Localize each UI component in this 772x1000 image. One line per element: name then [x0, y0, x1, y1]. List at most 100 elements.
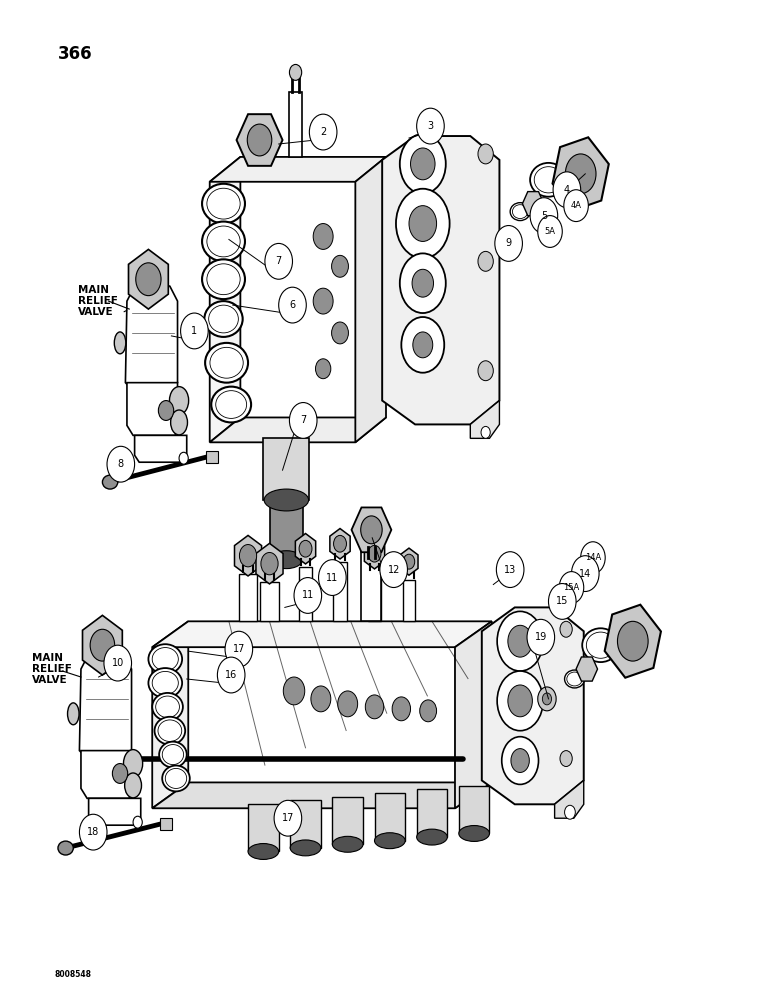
- Ellipse shape: [270, 551, 303, 569]
- Circle shape: [413, 332, 433, 358]
- Bar: [263, 438, 310, 500]
- Text: 14: 14: [579, 569, 591, 579]
- Text: 19: 19: [535, 632, 547, 642]
- Polygon shape: [152, 621, 188, 808]
- Bar: [248, 804, 279, 851]
- Circle shape: [403, 554, 415, 569]
- Circle shape: [365, 695, 384, 719]
- Ellipse shape: [103, 475, 118, 489]
- Circle shape: [420, 700, 437, 722]
- Ellipse shape: [207, 188, 240, 219]
- Circle shape: [261, 552, 278, 575]
- Text: 11: 11: [302, 590, 314, 600]
- Ellipse shape: [205, 301, 242, 337]
- Ellipse shape: [587, 632, 615, 658]
- Circle shape: [400, 253, 445, 313]
- Circle shape: [478, 251, 493, 271]
- Bar: [374, 793, 405, 841]
- Polygon shape: [134, 435, 187, 462]
- Circle shape: [332, 255, 348, 277]
- Polygon shape: [83, 615, 122, 675]
- Text: 8: 8: [118, 459, 124, 469]
- Text: 9: 9: [506, 238, 512, 248]
- Circle shape: [133, 816, 142, 828]
- Polygon shape: [127, 383, 178, 435]
- Circle shape: [290, 403, 317, 438]
- Bar: [299, 567, 313, 621]
- Circle shape: [478, 144, 493, 164]
- Circle shape: [239, 545, 256, 567]
- Text: 4: 4: [564, 185, 570, 195]
- Circle shape: [530, 198, 557, 233]
- Circle shape: [508, 685, 533, 717]
- Polygon shape: [210, 157, 386, 182]
- Circle shape: [218, 657, 245, 693]
- Polygon shape: [351, 507, 391, 552]
- Circle shape: [564, 805, 575, 819]
- Ellipse shape: [210, 347, 243, 378]
- Circle shape: [538, 216, 562, 247]
- Polygon shape: [482, 607, 584, 804]
- Circle shape: [290, 64, 302, 80]
- Text: 11: 11: [327, 573, 338, 583]
- Ellipse shape: [148, 668, 182, 698]
- Text: 15A: 15A: [564, 583, 580, 592]
- Circle shape: [337, 691, 357, 717]
- Circle shape: [247, 124, 272, 156]
- Circle shape: [334, 535, 347, 552]
- Text: 3: 3: [428, 121, 434, 131]
- Polygon shape: [576, 657, 598, 681]
- Circle shape: [225, 631, 252, 667]
- Ellipse shape: [156, 696, 179, 718]
- Ellipse shape: [582, 628, 619, 662]
- Ellipse shape: [564, 670, 584, 688]
- Circle shape: [560, 751, 572, 767]
- Circle shape: [80, 814, 107, 850]
- Ellipse shape: [510, 203, 530, 221]
- Bar: [417, 789, 447, 837]
- Polygon shape: [364, 538, 384, 569]
- Ellipse shape: [374, 833, 405, 849]
- Bar: [160, 818, 172, 830]
- Text: 7: 7: [300, 415, 306, 425]
- Ellipse shape: [58, 841, 73, 855]
- Circle shape: [265, 243, 293, 279]
- Text: MAIN
RELIEF
VALVE: MAIN RELIEF VALVE: [32, 653, 72, 685]
- Circle shape: [283, 677, 305, 705]
- Ellipse shape: [158, 720, 181, 742]
- Polygon shape: [330, 529, 350, 559]
- Text: 366: 366: [58, 45, 93, 63]
- Polygon shape: [382, 136, 499, 424]
- Bar: [269, 498, 303, 560]
- Circle shape: [319, 560, 346, 595]
- Ellipse shape: [162, 745, 184, 765]
- Bar: [206, 451, 218, 463]
- Text: 12: 12: [388, 565, 400, 575]
- Circle shape: [412, 269, 434, 297]
- Ellipse shape: [208, 305, 239, 333]
- Ellipse shape: [124, 750, 143, 777]
- Polygon shape: [554, 780, 584, 818]
- Circle shape: [299, 540, 312, 557]
- Polygon shape: [256, 543, 283, 584]
- Text: 6: 6: [290, 300, 296, 310]
- Ellipse shape: [534, 167, 563, 193]
- Ellipse shape: [205, 343, 248, 383]
- Polygon shape: [553, 137, 609, 210]
- Polygon shape: [523, 192, 544, 216]
- Circle shape: [508, 625, 533, 657]
- Ellipse shape: [170, 387, 188, 414]
- Polygon shape: [128, 249, 168, 309]
- Polygon shape: [89, 798, 141, 825]
- Circle shape: [279, 287, 306, 323]
- Circle shape: [181, 313, 208, 349]
- Circle shape: [392, 697, 411, 721]
- Circle shape: [564, 190, 588, 222]
- Text: 14A: 14A: [585, 553, 601, 562]
- Ellipse shape: [152, 693, 183, 721]
- Text: 17: 17: [282, 813, 294, 823]
- Circle shape: [332, 322, 348, 344]
- Ellipse shape: [207, 264, 240, 295]
- Ellipse shape: [114, 332, 126, 354]
- Circle shape: [560, 621, 572, 637]
